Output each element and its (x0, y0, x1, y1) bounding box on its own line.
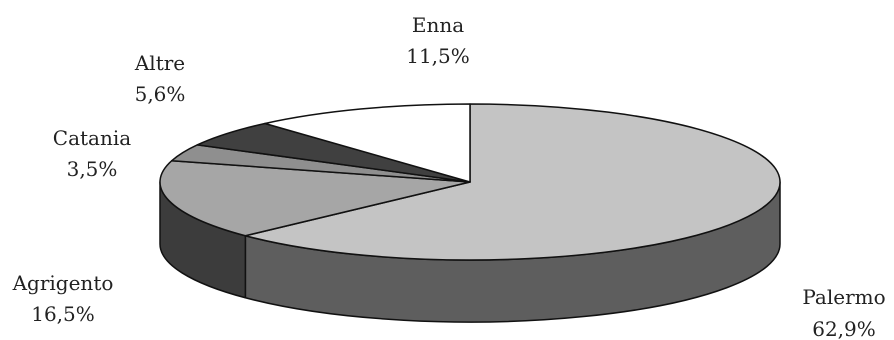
pie-slice-agrigento (159, 159, 471, 237)
label-altre-name: Altre (134, 51, 185, 75)
label-catania-value: 3,5% (67, 157, 118, 181)
label-palermo-name: Palermo (802, 285, 885, 309)
label-agrigento-name: Agrigento (12, 271, 114, 295)
pie-slice-palermo (244, 103, 781, 261)
pie-top-faces (159, 103, 781, 261)
label-palermo-value: 62,9% (812, 317, 876, 340)
label-altre-value: 5,6% (135, 82, 186, 106)
pie-slice-enna (264, 103, 471, 183)
label-enna-value: 11,5% (406, 44, 470, 68)
label-enna-name: Enna (412, 13, 464, 37)
pie-labels: Enna 11,5% Altre 5,6% Catania 3,5% Agrig… (12, 13, 886, 340)
label-agrigento-value: 16,5% (31, 302, 95, 326)
label-catania-name: Catania (53, 126, 131, 150)
